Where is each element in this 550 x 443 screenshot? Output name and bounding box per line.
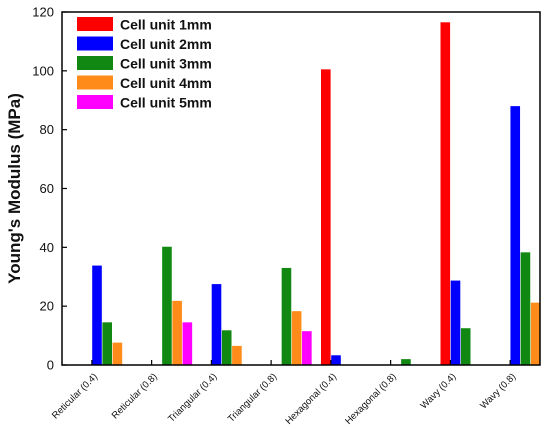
y-tick-label: 80 [40, 122, 54, 137]
bar-cell-unit-4mm-2 [232, 345, 242, 365]
x-tick-label: Reticular (0.4) [50, 371, 100, 421]
y-tick-label: 100 [32, 63, 54, 78]
y-tick-label: 120 [32, 5, 54, 20]
x-tick-label: Triangular (0.4) [166, 371, 219, 424]
legend-label: Cell unit 2mm [120, 36, 212, 52]
y-tick-label: 60 [40, 181, 54, 196]
x-tick-label: Wavy (0.8) [478, 371, 518, 411]
bar-cell-unit-3mm-3 [281, 267, 292, 365]
bar-cell-unit-2mm-7 [510, 106, 521, 365]
y-tick-label: 0 [47, 358, 54, 373]
bar-cell-unit-5mm-3 [302, 331, 312, 365]
bar-cell-unit-2mm-6 [450, 280, 461, 365]
legend-swatch [77, 36, 113, 51]
bar-cell-unit-2mm-4 [331, 355, 341, 365]
x-tick-label: Triangular (0.8) [226, 371, 279, 424]
bar-cell-unit-3mm-6 [460, 328, 471, 365]
legend-label: Cell unit 5mm [120, 95, 212, 111]
bar-cell-unit-3mm-7 [520, 252, 531, 365]
x-tick-label: Hexagonal (0.8) [343, 371, 399, 427]
bar-cell-unit-1mm-4 [321, 69, 331, 366]
bar-cell-unit-3mm-2 [221, 330, 232, 365]
x-tick-label: Hexagonal (0.4) [283, 371, 339, 427]
legend-label: Cell unit 3mm [120, 56, 212, 72]
x-tick-label: Reticular (0.8) [110, 371, 160, 421]
bar-cell-unit-4mm-0 [112, 342, 123, 365]
bar-cell-unit-5mm-1 [182, 322, 193, 365]
bar-cell-unit-4mm-3 [291, 311, 302, 365]
legend-swatch [77, 17, 113, 31]
bar-cell-unit-3mm-0 [102, 322, 112, 365]
bar-cell-unit-1mm-6 [440, 22, 451, 365]
legend-swatch [77, 56, 113, 70]
legend-label: Cell unit 1mm [120, 17, 212, 33]
y-tick-label: 40 [40, 240, 54, 255]
bar-cell-unit-2mm-0 [92, 265, 102, 365]
bar-cell-unit-4mm-1 [172, 300, 182, 365]
bar-cell-unit-3mm-5 [401, 359, 411, 365]
legend-swatch [77, 75, 113, 90]
legend-label: Cell unit 4mm [120, 75, 212, 91]
bar-cell-unit-4mm-7 [530, 302, 541, 365]
bar-cell-unit-3mm-1 [162, 246, 172, 365]
x-tick-label: Wavy (0.4) [418, 371, 458, 411]
bar-cell-unit-2mm-2 [211, 284, 222, 365]
bars-layer [92, 22, 541, 366]
y-tick-label: 20 [40, 299, 54, 314]
legend: Cell unit 1mm Cell unit 2mm Cell unit 3mm C… [77, 17, 212, 111]
legend-swatch [77, 95, 113, 109]
y-axis-label: Young's Modulus (MPa) [5, 93, 24, 284]
